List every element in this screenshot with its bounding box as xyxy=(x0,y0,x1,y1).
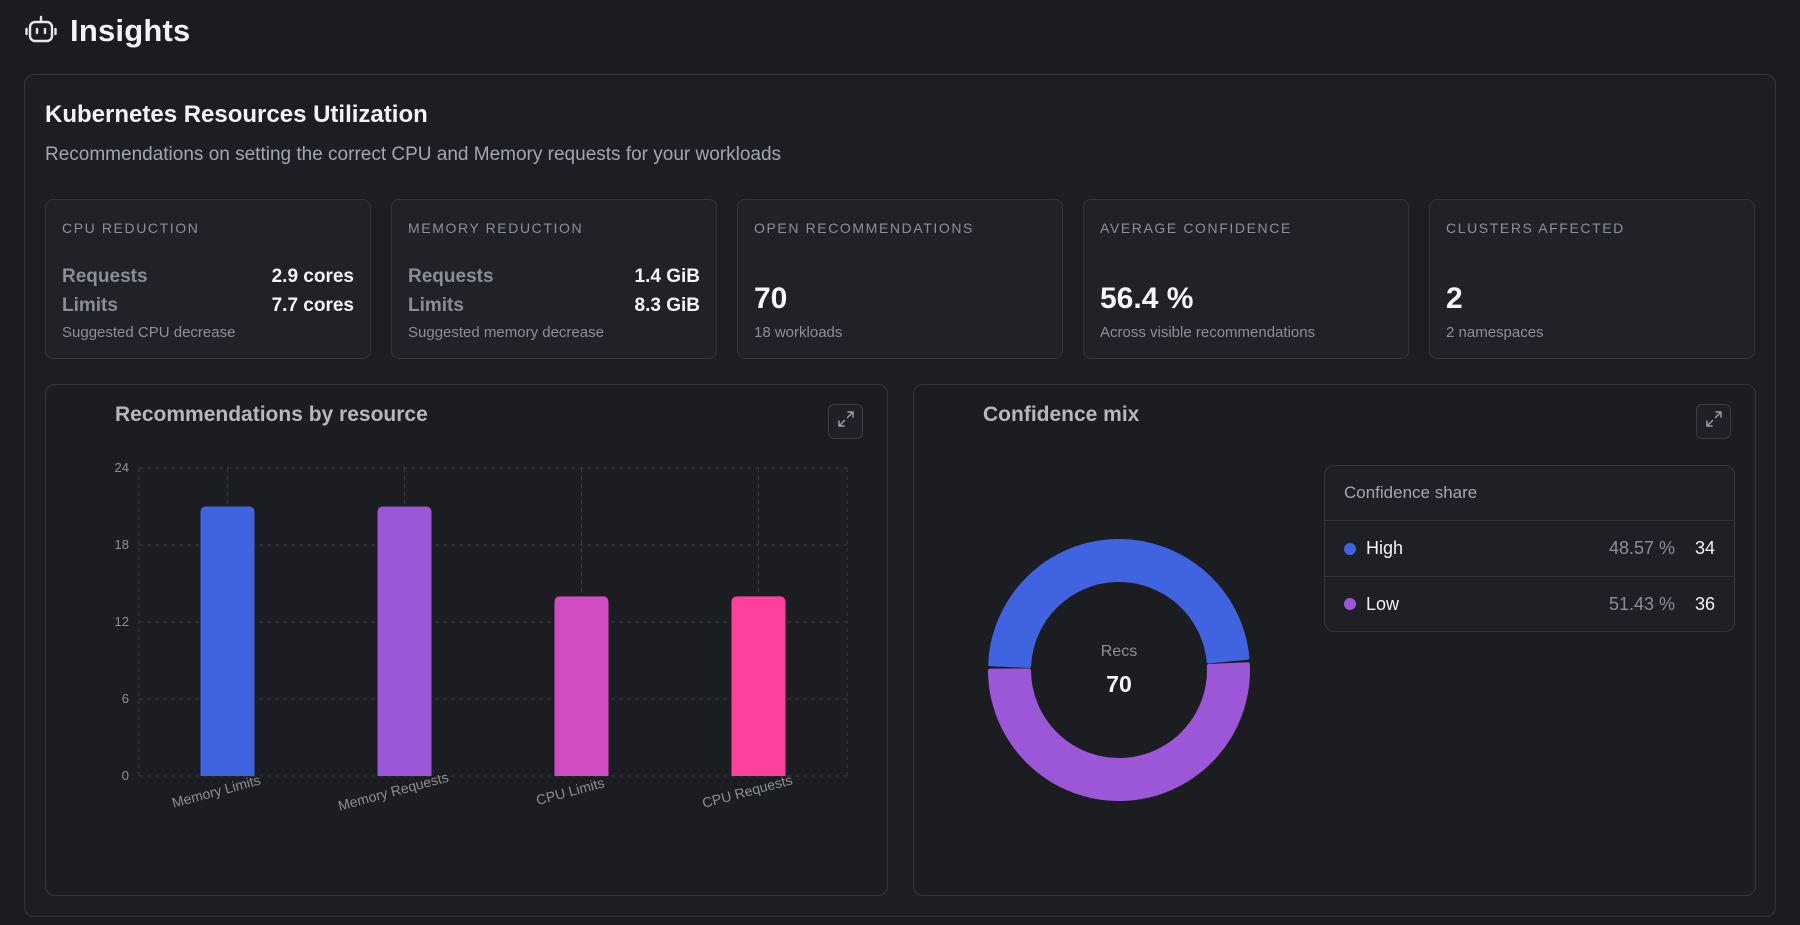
chart-title: Confidence mix xyxy=(983,403,1140,426)
legend-count: 34 xyxy=(1694,538,1715,558)
panel-subtitle: Recommendations on setting the correct C… xyxy=(45,144,782,165)
clusters-affected-card: CLUSTERS AFFECTED 2 2 namespaces xyxy=(1429,199,1755,359)
expand-icon xyxy=(837,410,855,433)
memory-limits-row: Limits 8.3 GiB xyxy=(408,295,700,317)
expand-icon xyxy=(1705,410,1723,433)
legend-percent: 51.43 % xyxy=(1608,593,1675,614)
donut-center-label: Recs xyxy=(1101,643,1137,660)
legend-name: High xyxy=(1366,538,1404,558)
chart-title: Recommendations by resource xyxy=(115,403,428,426)
stat-value: 56.4 % xyxy=(1100,282,1194,315)
row-label: Limits xyxy=(408,295,464,316)
utilization-panel: Kubernetes Resources Utilization Recomme… xyxy=(24,74,1776,917)
y-tick-label: 24 xyxy=(115,460,129,475)
page-header: Insights xyxy=(24,12,190,50)
x-tick-label: CPU Limits xyxy=(534,774,606,808)
confidence-share-legend: Confidence share High 48.57 % 34 Low 51.… xyxy=(1324,465,1735,632)
expand-button[interactable] xyxy=(828,404,863,439)
cpu-requests-row: Requests 2.9 cores xyxy=(62,266,354,288)
stat-note: 18 workloads xyxy=(754,324,843,341)
legend-percent: 48.57 % xyxy=(1608,538,1675,558)
stat-label: CLUSTERS AFFECTED xyxy=(1446,220,1625,236)
donut-slice-high xyxy=(988,539,1250,668)
stat-label: MEMORY REDUCTION xyxy=(408,220,584,236)
legend-title: Confidence share xyxy=(1325,466,1734,521)
cpu-limits-row: Limits 7.7 cores xyxy=(62,295,354,317)
donut-chart: Recs 70 xyxy=(988,539,1250,801)
stat-note: Suggested memory decrease xyxy=(408,324,604,341)
recommendations-by-resource-card: Recommendations by resource 0 6 12 18 24 Memo… xyxy=(45,384,888,896)
row-value: 8.3 GiB xyxy=(634,295,700,316)
legend-row-high[interactable]: High 48.57 % 34 xyxy=(1325,521,1734,576)
bar-memory-limits xyxy=(200,506,255,776)
row-value: 7.7 cores xyxy=(271,295,354,316)
row-label: Requests xyxy=(62,266,148,287)
stat-label: OPEN RECOMMENDATIONS xyxy=(754,220,974,236)
robot-icon xyxy=(24,14,58,48)
legend-dot xyxy=(1344,542,1356,555)
row-label: Requests xyxy=(408,266,494,287)
legend-name: Low xyxy=(1366,593,1400,614)
row-value: 1.4 GiB xyxy=(634,266,700,287)
legend-dot xyxy=(1344,598,1356,610)
row-value: 2.9 cores xyxy=(271,266,354,287)
open-recommendations-card: OPEN RECOMMENDATIONS 70 18 workloads xyxy=(737,199,1063,359)
page-title: Insights xyxy=(70,13,191,48)
stat-value: 2 xyxy=(1446,282,1463,315)
x-tick-label: Memory Limits xyxy=(170,772,262,811)
memory-requests-row: Requests 1.4 GiB xyxy=(408,266,700,288)
bar-cpu-requests xyxy=(731,596,786,776)
cpu-reduction-card: CPU REDUCTION Requests 2.9 cores Limits … xyxy=(45,199,371,359)
donut-slice-low xyxy=(988,662,1250,801)
legend-count: 36 xyxy=(1694,593,1715,614)
x-tick-label: CPU Requests xyxy=(700,771,794,810)
stat-label: CPU REDUCTION xyxy=(62,220,200,236)
average-confidence-card: AVERAGE CONFIDENCE 56.4 % Across visible… xyxy=(1083,199,1409,359)
confidence-mix-card: Confidence mix Recs 70 Confidence share … xyxy=(913,384,1756,896)
memory-reduction-card: MEMORY REDUCTION Requests 1.4 GiB Limits… xyxy=(391,199,717,359)
stat-note: Across visible recommendations xyxy=(1100,324,1316,341)
row-label: Limits xyxy=(62,295,118,316)
y-tick-label: 18 xyxy=(115,537,129,552)
stat-value: 70 xyxy=(754,282,788,315)
expand-button[interactable] xyxy=(1696,404,1731,439)
stat-note: 2 namespaces xyxy=(1446,324,1544,341)
stat-note: Suggested CPU decrease xyxy=(62,324,236,341)
bar-memory-requests xyxy=(377,506,432,776)
donut-center-value: 70 xyxy=(1106,671,1132,697)
legend-row-low[interactable]: Low 51.43 % 36 xyxy=(1325,576,1734,631)
y-tick-label: 0 xyxy=(122,768,129,783)
stat-label: AVERAGE CONFIDENCE xyxy=(1100,220,1292,236)
bar-cpu-limits xyxy=(554,596,609,776)
y-tick-label: 12 xyxy=(115,614,129,629)
y-tick-label: 6 xyxy=(122,691,129,706)
panel-title: Kubernetes Resources Utilization xyxy=(45,101,428,128)
